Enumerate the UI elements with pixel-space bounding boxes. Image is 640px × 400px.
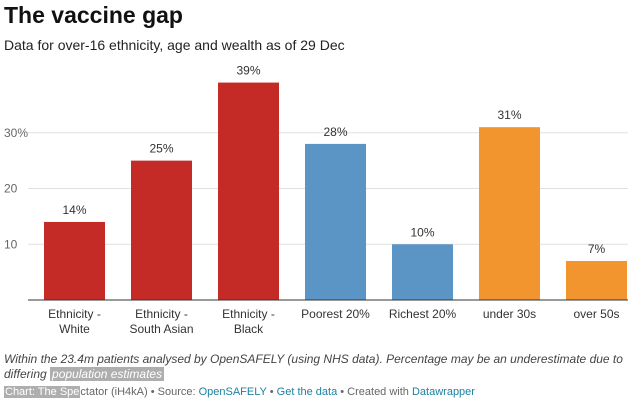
bar: [44, 221, 105, 300]
x-category-label: under 30s: [483, 307, 536, 321]
note-text: Within the 23.4m patients analysed by Op…: [4, 352, 623, 381]
footer-separator: • Source:: [147, 386, 199, 398]
x-category-label: Ethnicity -: [135, 307, 188, 321]
bar: [392, 244, 453, 300]
note-highlight: population estimates: [50, 367, 165, 381]
bar-value-label: 28%: [323, 125, 347, 139]
x-category-label: Black: [234, 322, 264, 336]
chart-credit-rest: ctator (iH4kA): [80, 386, 148, 398]
bar-value-label: 10%: [410, 225, 434, 239]
footer-separator: • Created with: [337, 386, 412, 398]
bar-value-label: 31%: [497, 108, 521, 122]
chart-note: Within the 23.4m patients analysed by Op…: [4, 352, 629, 382]
bar: [218, 82, 279, 300]
chart-footer: Chart: The Spectator (iH4kA) • Source: O…: [4, 386, 475, 398]
bar-value-label: 14%: [62, 203, 86, 217]
datawrapper-link[interactable]: Datawrapper: [411, 386, 475, 398]
x-category-label: Poorest 20%: [301, 307, 370, 321]
chart-credit: Chart: The Spe: [4, 386, 81, 398]
y-tick-label: 30%: [4, 126, 28, 140]
bar-value-label: 25%: [149, 142, 173, 156]
x-category-label: over 50s: [573, 307, 619, 321]
bar-value-label: 39%: [236, 64, 260, 78]
bar: [479, 127, 540, 300]
x-category-label: South Asian: [129, 322, 193, 336]
y-tick-label: 20: [4, 182, 18, 196]
x-category-label: White: [59, 322, 90, 336]
source-link[interactable]: OpenSAFELY: [198, 386, 267, 398]
bar-value-label: 7%: [588, 242, 606, 256]
chart-subtitle: Data for over-16 ethnicity, age and weal…: [4, 37, 345, 53]
chart-title: The vaccine gap: [4, 2, 183, 28]
y-tick-label: 10: [4, 237, 18, 251]
x-category-label: Richest 20%: [389, 307, 457, 321]
get-data-link[interactable]: Get the data: [276, 386, 338, 398]
bar: [131, 160, 192, 300]
x-category-label: Ethnicity -: [222, 307, 275, 321]
bar: [305, 143, 366, 300]
bar: [566, 260, 627, 300]
x-category-label: Ethnicity -: [48, 307, 101, 321]
footer-separator: •: [266, 386, 277, 398]
